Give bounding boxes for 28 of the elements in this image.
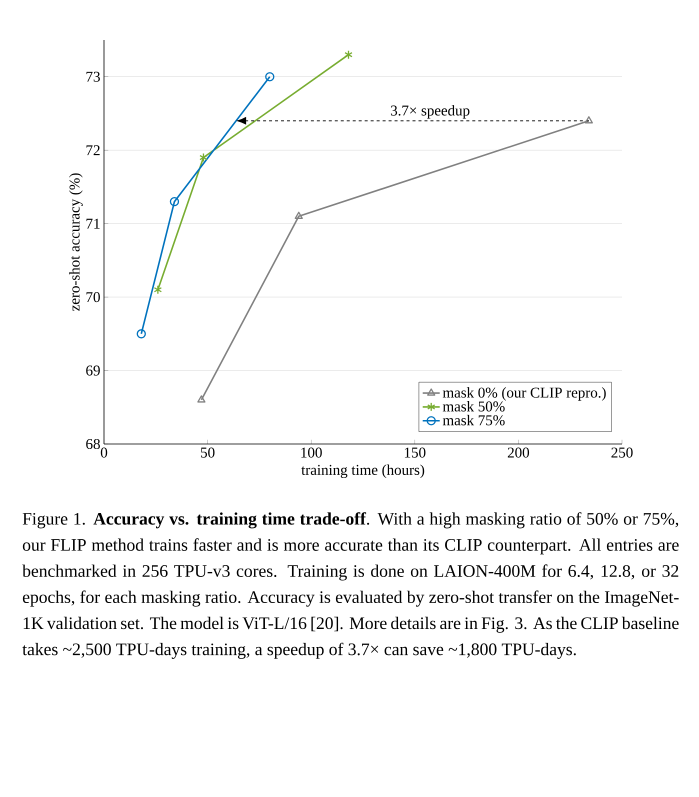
- y-tick-label: 68: [86, 438, 100, 450]
- y-tick-label: 72: [86, 145, 100, 156]
- annotation: 3.7× speedup: [390, 105, 470, 119]
- legend-label: mask 50%: [442, 400, 505, 412]
- y-tick-label: 70: [86, 292, 100, 302]
- point: [136, 329, 146, 338]
- x-tick-label: 0: [100, 448, 108, 458]
- point: [584, 116, 593, 124]
- point: [294, 212, 303, 219]
- x-tick-label: 250: [611, 448, 633, 458]
- point: [265, 72, 274, 82]
- legend-label: mask 75%: [442, 414, 505, 426]
- y-tick-label: 69: [86, 366, 100, 376]
- x-tick-label: 150: [404, 448, 426, 458]
- x-tick-label: 200: [508, 448, 530, 458]
- point: [170, 196, 180, 206]
- x-axis-title: training time (hours): [301, 464, 424, 478]
- point: [154, 285, 162, 294]
- point: [197, 395, 206, 403]
- x-tick-label: 50: [201, 448, 215, 458]
- point: [344, 50, 353, 60]
- caption: Figure 1. Accuracy vs. training time trade-off. With a high masking ratio of 50% or 75%, our FLIP method trains faster and is more accurate than its CLIP counterpart. All entries are benchmarked in 256 TPU-v3 cores. Training is done on LAION-400M for 6.4, 12.8, or 32 epochs, for each masking ratio. Accuracy is evaluated by zero-shot transfer on the ImageNet-1K validation set. The model is ViT-L/16 [20]. More details are in Fig. 3. As the CLIP baseline takes ~2,500 TPU-days training, a speedup of 3.7× can save ~1,800 TPU-days.: [22, 512, 679, 659]
- y-tick-label: 71: [86, 218, 100, 229]
- x-tick-label: 100: [301, 448, 322, 458]
- point: [199, 152, 208, 162]
- legend-label: mask 0% (our CLIP repro.): [442, 387, 606, 401]
- y-tick-label: 73: [86, 72, 100, 82]
- y-axis-title: zero-shot accuracy (%): [69, 173, 83, 311]
